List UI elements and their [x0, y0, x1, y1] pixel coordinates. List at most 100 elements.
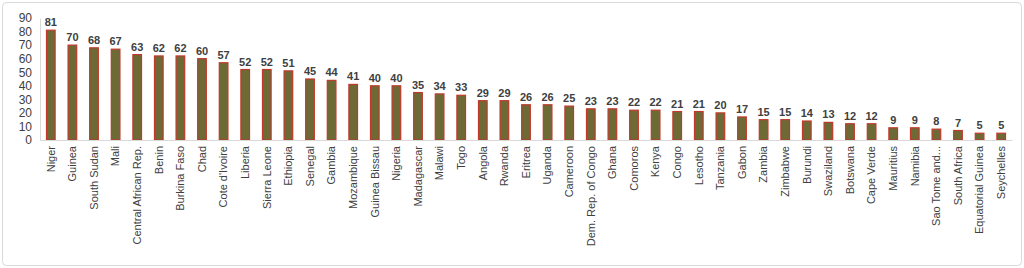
x-tick-label: Uganda [541, 145, 553, 184]
x-tick-label: Togo [455, 146, 467, 170]
bar [349, 84, 358, 140]
data-label: 12 [865, 110, 877, 122]
x-tick: Niger [45, 140, 57, 172]
bar [133, 55, 142, 140]
bar [154, 56, 163, 140]
x-tick-label: Botswana [844, 145, 856, 194]
y-tick: 30 [19, 93, 40, 107]
x-tick-label: Angola [477, 145, 489, 180]
x-axis-line [41, 140, 1013, 141]
chart-svg: 0102030405060708090 Niger Guinea South Suda… [0, 0, 1024, 268]
x-tick: Comoros [628, 140, 640, 191]
x-tick-label: Niger [45, 146, 57, 173]
x-tick: Botswana [844, 140, 856, 194]
x-tick-label: Benin [153, 146, 165, 174]
x-tick: Burundi [801, 140, 813, 184]
x-tick: Benin [153, 140, 165, 174]
x-tick-label: Tanzania [714, 145, 726, 190]
x-tick-label: Chad [196, 146, 208, 172]
bar [370, 86, 379, 140]
bars [46, 30, 1005, 140]
data-label: 52 [261, 56, 273, 68]
bar [824, 122, 833, 140]
y-tick: 70 [19, 38, 40, 52]
data-label: 17 [736, 103, 748, 115]
data-label: 22 [649, 96, 661, 108]
data-label: 7 [955, 117, 961, 129]
x-tick-label: Burkina Faso [174, 146, 186, 211]
x-tick: Liberia [239, 140, 251, 179]
x-tick: Lesotho [693, 140, 705, 185]
x-tick: Gambia [325, 140, 337, 185]
x-tick: South Africa [952, 140, 964, 205]
y-tick: 10 [19, 120, 40, 134]
x-tick: South Sudan [88, 140, 100, 210]
data-label: 29 [498, 87, 510, 99]
y-tick: 50 [19, 66, 40, 80]
x-tick: Cote d'Ivoire [217, 140, 229, 207]
x-tick: Swaziland [822, 140, 834, 196]
x-tick: Togo [455, 140, 467, 170]
data-label: 60 [196, 45, 208, 57]
x-tick: Guinea [66, 140, 78, 181]
x-tick: Mauritius [887, 140, 899, 191]
x-tick-label: Ghana [606, 145, 618, 179]
x-tick-label: Rwanda [498, 145, 510, 186]
data-label: 14 [801, 107, 814, 119]
x-tick-label: Guinea [66, 145, 78, 181]
data-label: 25 [563, 92, 575, 104]
data-label: 35 [412, 79, 424, 91]
y-tick-label: 70 [19, 38, 33, 52]
x-tick-label: Gambia [325, 145, 337, 184]
data-label: 40 [390, 72, 402, 84]
x-tick-label: Dem. Rep. of Congo [585, 146, 597, 246]
x-tick-label: Mali [109, 146, 121, 166]
data-label: 26 [541, 91, 553, 103]
bar [586, 109, 595, 140]
bar [176, 56, 185, 140]
data-label: 67 [109, 35, 121, 47]
x-tick-label: Senegal [304, 146, 316, 186]
bar [738, 117, 747, 140]
y-tick: 40 [19, 79, 40, 93]
x-tick-label: Malawi [433, 146, 445, 180]
bar [111, 49, 120, 140]
bar [68, 45, 77, 140]
bar [781, 120, 790, 140]
x-tick: Ethiopia [282, 140, 294, 186]
x-tick-label: Zambia [757, 145, 769, 183]
data-label: 15 [779, 106, 791, 118]
x-tick: Nigeria [390, 140, 402, 181]
data-label: 68 [88, 34, 100, 46]
bar [522, 105, 531, 140]
data-label: 81 [45, 16, 57, 28]
bar [673, 112, 682, 140]
bar [435, 94, 444, 140]
bar [219, 63, 228, 140]
data-labels: 8170686763626260575252514544414040353433… [45, 16, 1005, 131]
x-tick-label: Mauritius [887, 146, 899, 191]
x-tick: Mali [109, 140, 121, 166]
x-tick: Guinea Bissau [369, 140, 381, 218]
data-label: 40 [369, 72, 381, 84]
x-tick-label: Cote d'Ivoire [217, 146, 229, 207]
x-tick-label: Burundi [801, 146, 813, 184]
data-label: 63 [131, 41, 143, 53]
x-tick-label: Central African Rep. [131, 146, 143, 244]
bar [802, 121, 811, 140]
y-tick-label: 30 [19, 93, 33, 107]
bar [846, 124, 855, 140]
bar [716, 113, 725, 140]
y-tick-label: 40 [19, 79, 33, 93]
x-tick-label: Mozambique [347, 146, 359, 209]
x-tick-label: Ethiopia [282, 145, 294, 186]
bar [694, 112, 703, 140]
data-label: 23 [585, 95, 597, 107]
y-axis: 0102030405060708090 [19, 11, 41, 147]
x-tick: Zimbabwe [779, 140, 791, 197]
x-tick-label: Cape Verde [865, 146, 877, 204]
x-tick: Kenya [649, 140, 661, 177]
data-label: 45 [304, 65, 316, 77]
data-label: 23 [606, 95, 618, 107]
x-axis: Niger Guinea South Sudan Mali Central Africa… [41, 140, 1013, 246]
